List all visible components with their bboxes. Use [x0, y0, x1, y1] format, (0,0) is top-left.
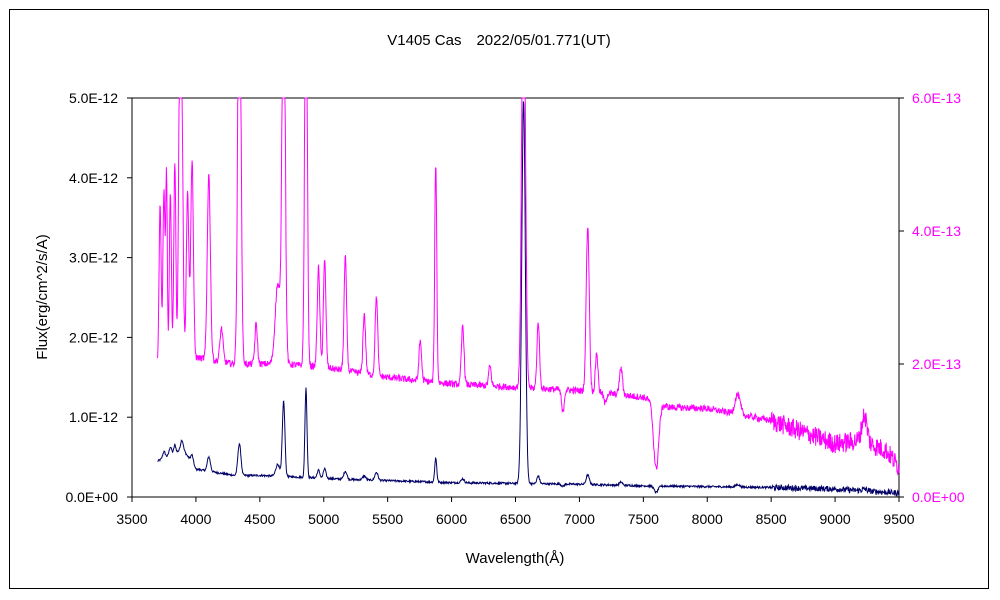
x-tick-label: 3500 [116, 511, 147, 527]
x-tick-label: 4000 [180, 511, 211, 527]
x-tick-label: 9000 [820, 511, 851, 527]
axis-ticks-group [127, 97, 904, 502]
x-tick-label: 5000 [308, 511, 339, 527]
x-tick-label: 6000 [436, 511, 467, 527]
y-right-tick-label: 0.0E+00 [912, 489, 965, 505]
plot-area [131, 97, 900, 498]
x-tick-label: 8500 [756, 511, 787, 527]
y-left-tick-label: 0.0E+00 [65, 489, 118, 505]
y-right-tick-label: 4.0E-13 [912, 223, 961, 239]
x-tick-label: 5500 [372, 511, 403, 527]
y-axis-label: Flux(erg/cm^2/s/A) [34, 234, 51, 359]
spectrum-chart: V1405 Cas 2022/05/01.771(UT) 3500 4000 450… [34, 32, 965, 567]
tick-labels-group: 3500 4000 4500 5000 5500 6000 6500 7000 7500 8000… [65, 90, 964, 527]
y-left-tick-label: 2.0E-12 [69, 329, 118, 345]
chart-title: V1405 Cas 2022/05/01.771(UT) [387, 32, 610, 49]
x-tick-label: 7000 [564, 511, 595, 527]
x-axis-label: Wavelength(Å) [466, 550, 565, 567]
y-right-tick-label: 2.0E-13 [912, 356, 961, 372]
y-left-tick-label: 3.0E-12 [69, 250, 118, 266]
y-left-tick-label: 5.0E-12 [69, 90, 118, 106]
y-left-tick-label: 4.0E-12 [69, 170, 118, 186]
x-tick-label: 4500 [244, 511, 275, 527]
x-tick-label: 7500 [628, 511, 659, 527]
chart-frame: V1405 Cas 2022/05/01.771(UT) 3500 4000 450… [9, 9, 989, 589]
right-axis-series-line [157, 97, 900, 476]
x-tick-label: 8000 [692, 511, 723, 527]
x-tick-label: 9500 [883, 511, 914, 527]
y-left-tick-label: 1.0E-12 [69, 409, 118, 425]
x-tick-label: 6500 [500, 511, 531, 527]
series-group [157, 97, 900, 498]
left-axis-series-line [157, 101, 900, 498]
y-right-tick-label: 6.0E-13 [912, 90, 961, 106]
